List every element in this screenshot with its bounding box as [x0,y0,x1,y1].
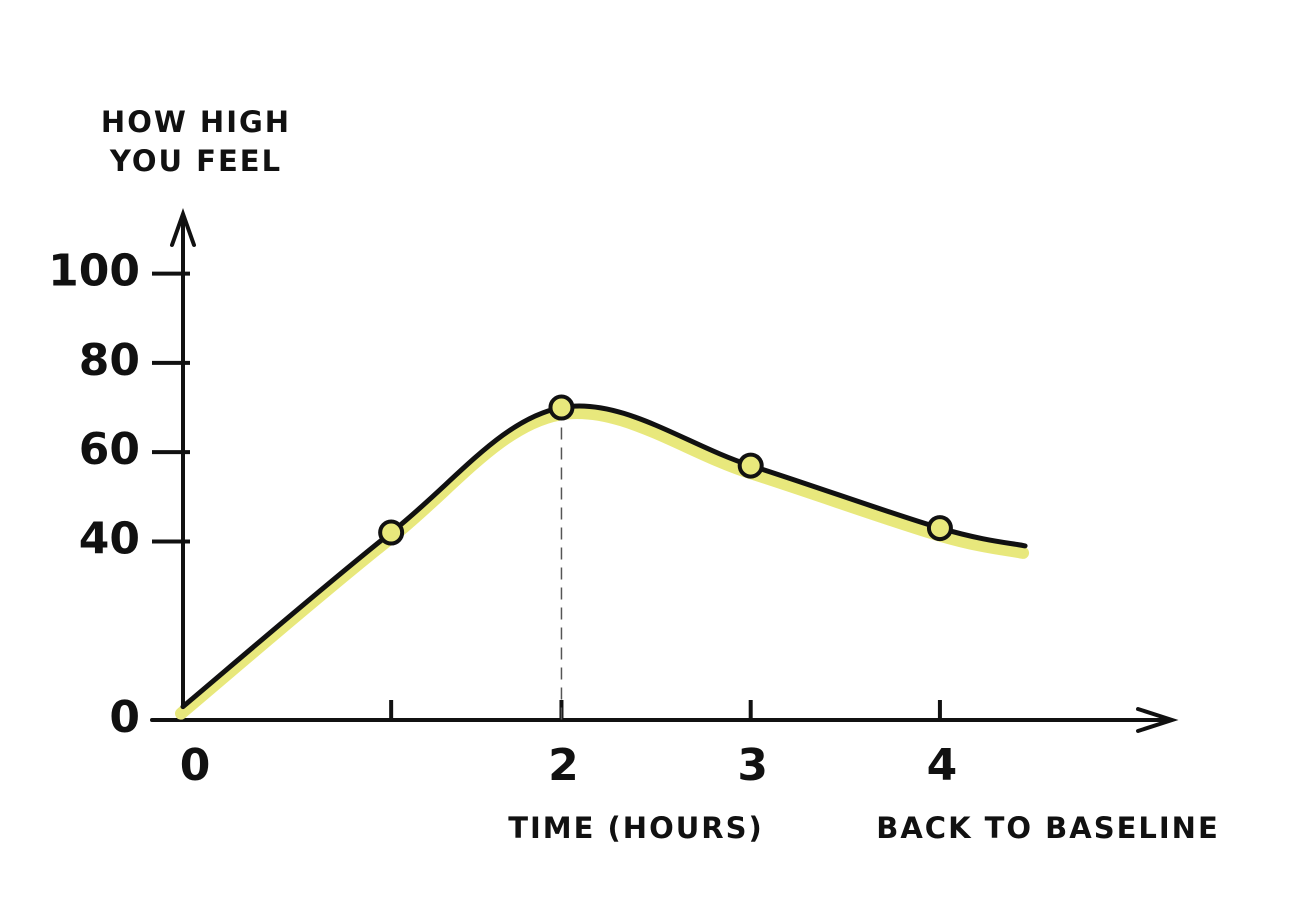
y-axis-label: YOU FEEL [109,144,282,178]
x-axis-label: TIME (HOURS) [508,811,764,845]
y-tick-label: 80 [79,335,140,386]
x-tick-label: 4 [927,740,958,791]
y-axis-label: HOW HIGH [101,105,291,139]
point [378,519,405,546]
annotation: BACK TO BASELINE [876,811,1220,845]
point [737,452,764,479]
x-tick-label: 2 [548,740,579,791]
point [926,515,953,542]
y-tick-label: 0 [109,692,140,743]
x-arrow [1136,707,1179,733]
curve [180,403,1028,710]
y-arrow [170,208,196,247]
y-tick-label: 60 [79,424,140,475]
x-tick-label: 0 [180,740,211,791]
y-tick-label: 100 [48,246,140,297]
x-tick-label: 3 [737,740,768,791]
axes [150,208,1179,733]
y-tick-label: 40 [79,513,140,564]
point [548,394,575,421]
curve-shade [175,407,1030,720]
